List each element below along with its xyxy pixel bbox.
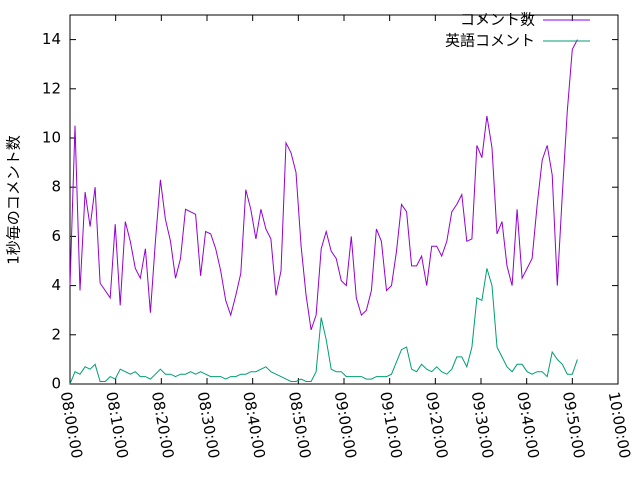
plot-frame [69,14,619,385]
x-tick-label: 08:30:00 [194,390,223,459]
y-tick-label: 14 [42,30,61,48]
x-tick-label: 09:50:00 [559,390,588,459]
series-line [69,39,578,331]
legend-label: コメント数 [460,11,535,29]
y-tick-label: 6 [51,227,61,245]
y-tick-label: 8 [51,178,61,196]
x-tick-label: 09:00:00 [331,390,360,459]
x-tick-label: 08:40:00 [239,390,268,459]
y-tick-label: 0 [51,375,61,393]
x-tick-label: 08:10:00 [102,390,131,459]
x-tick-label: 10:00:00 [605,390,634,459]
x-tick-label: 09:30:00 [468,390,497,459]
y-tick-label: 12 [42,79,61,97]
x-tick-label: 08:50:00 [285,390,314,459]
y-tick-label: 2 [51,325,61,343]
x-tick-label: 09:10:00 [376,390,405,459]
series-line [69,268,578,385]
y-tick-label: 4 [51,276,61,294]
y-axis-label: 1秒毎のコメント数 [5,135,23,265]
legend-label: 英語コメント [445,32,535,50]
y-tick-label: 10 [42,129,61,147]
x-tick-label: 08:20:00 [148,390,177,459]
x-tick-label: 09:40:00 [513,390,542,459]
x-tick-label: 08:00:00 [57,390,86,459]
x-tick-label: 09:20:00 [422,390,451,459]
